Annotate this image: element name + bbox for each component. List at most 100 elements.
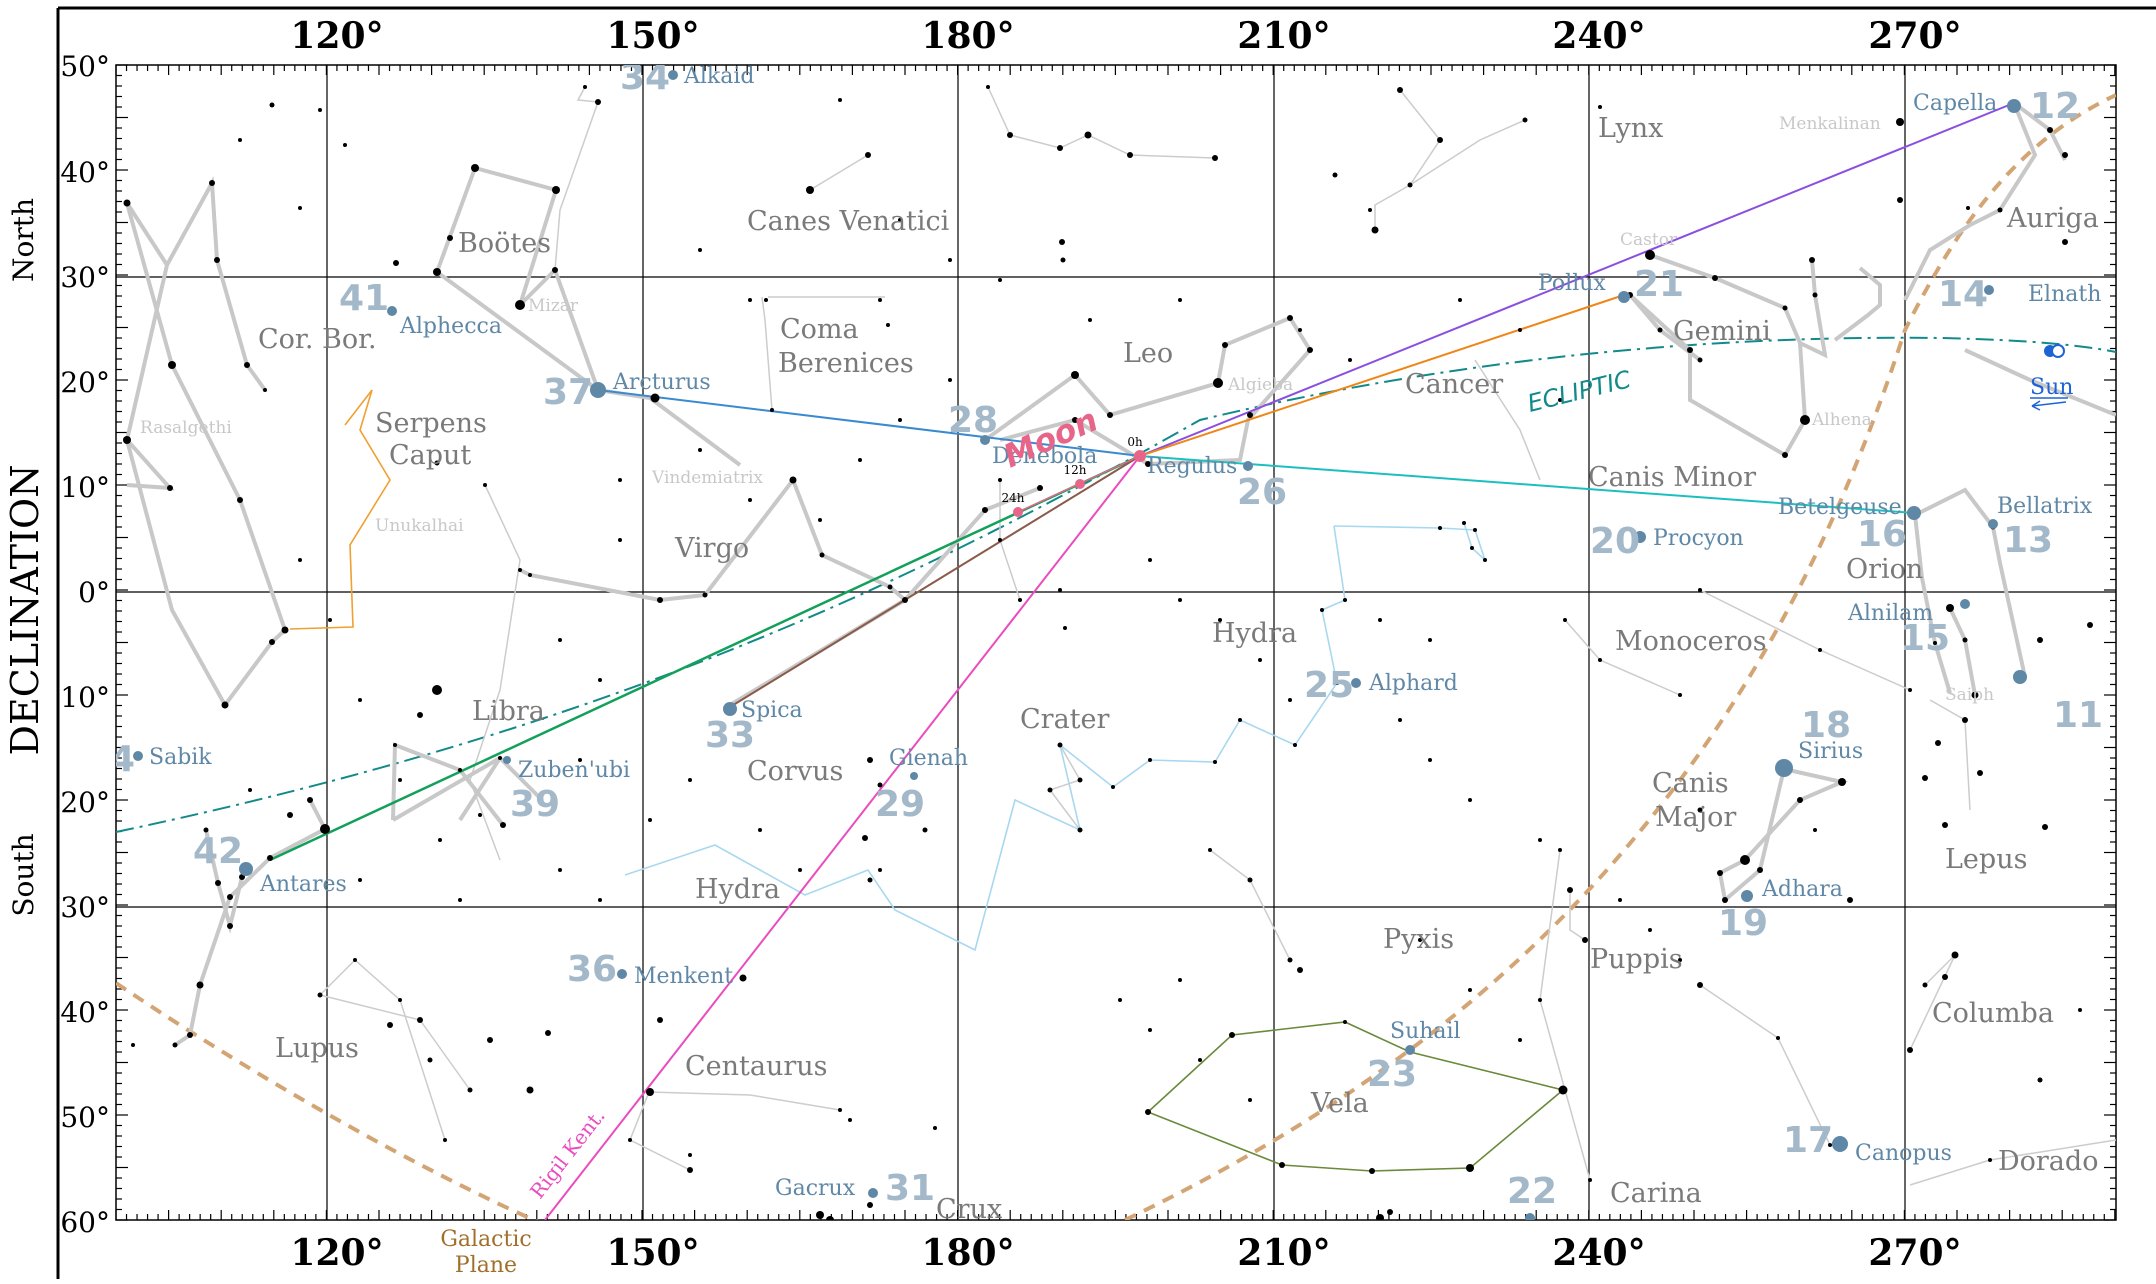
- star-name-alkaid: Alkaid: [683, 64, 755, 89]
- constellation-name: Centaurus: [685, 1051, 828, 1082]
- star: [447, 235, 453, 241]
- betelgeuse-line: [1139, 455, 1915, 514]
- star-number-antares: 42: [193, 831, 243, 872]
- dec-label: 20°: [60, 366, 110, 399]
- star-zubenubi[interactable]: [503, 756, 511, 764]
- star: [1071, 371, 1079, 379]
- star-pollux[interactable]: [1618, 291, 1630, 303]
- star-denebola[interactable]: [980, 435, 990, 445]
- plot-area: Boötes Canes Venatici Coma Berenices Cor…: [116, 64, 2116, 1223]
- scorpius-figure: [204, 829, 244, 934]
- constellation-name: Serpens: [375, 408, 487, 439]
- star-sabik[interactable]: [133, 751, 143, 761]
- star: [1922, 982, 1928, 988]
- star: [227, 894, 233, 900]
- star-adhara[interactable]: [1741, 890, 1753, 902]
- star-number-elnath: 14: [1938, 274, 1988, 315]
- star-sirius[interactable]: [1775, 759, 1793, 777]
- star-alnilam[interactable]: [1960, 599, 1970, 609]
- star: [1618, 898, 1622, 902]
- star: [1077, 777, 1083, 783]
- star: [1558, 1085, 1568, 1095]
- star-elnath[interactable]: [1984, 285, 1994, 295]
- star: [131, 1043, 135, 1047]
- star-name-saiph: Saiph: [1945, 685, 1994, 705]
- star: [865, 152, 871, 158]
- star-number-adhara: 19: [1718, 903, 1768, 944]
- star-arcturus[interactable]: [590, 382, 606, 398]
- star: [209, 180, 215, 186]
- star-name-spica: Spica: [741, 698, 803, 723]
- dec-label: 10°: [60, 471, 110, 504]
- star-regulus[interactable]: [1243, 461, 1253, 471]
- star-antares[interactable]: [239, 862, 253, 876]
- constellation-line: [629, 1091, 691, 1171]
- star: [1148, 758, 1152, 762]
- star: [998, 538, 1002, 542]
- star-capella[interactable]: [2007, 99, 2021, 113]
- star-alphard[interactable]: [1351, 678, 1361, 688]
- star: [819, 552, 825, 558]
- star: [688, 1153, 692, 1157]
- star-gienah[interactable]: [910, 772, 918, 780]
- star: [1518, 328, 1522, 332]
- star-spica[interactable]: [723, 702, 737, 716]
- constellation-line: [1048, 744, 1082, 831]
- ecliptic-line: [116, 336, 2116, 833]
- star: [770, 408, 774, 412]
- star: [2078, 1008, 2082, 1012]
- star-avior[interactable]: [1525, 1213, 1535, 1223]
- star: [1378, 618, 1382, 622]
- star-menkent[interactable]: [617, 969, 627, 979]
- star: [1368, 208, 1372, 212]
- star-gacrux[interactable]: [868, 1188, 878, 1198]
- star-name-regulus: Regulus: [1147, 454, 1237, 479]
- star: [1057, 145, 1063, 151]
- star: [1057, 742, 1063, 748]
- star: [657, 1017, 663, 1023]
- star: [1293, 743, 1297, 747]
- constellation-name: Coma: [780, 314, 859, 345]
- star: [1966, 206, 1970, 210]
- galactic-plane-curve: [116, 981, 539, 1220]
- sun-label: Sun: [2030, 375, 2073, 400]
- star-procyon[interactable]: [1634, 531, 1646, 543]
- star-bellatrix[interactable]: [1988, 519, 1998, 529]
- star: [215, 880, 221, 886]
- hydra-line: [1333, 522, 1486, 561]
- star: [2037, 1077, 2043, 1083]
- star: [244, 362, 250, 368]
- star-name-alphecca: Alphecca: [399, 314, 502, 339]
- constellation-name: Pyxis: [1383, 924, 1454, 955]
- star: [237, 497, 243, 503]
- star-betelgeuse[interactable]: [1907, 506, 1921, 520]
- star-name-zubenubi: Zuben'ubi: [518, 758, 630, 783]
- star-alkaid[interactable]: [668, 70, 678, 80]
- star: [221, 701, 229, 709]
- star: [1297, 967, 1303, 973]
- star: [583, 85, 587, 89]
- star: [1148, 558, 1152, 562]
- star: [1897, 197, 1903, 203]
- star-alphecca[interactable]: [387, 306, 397, 316]
- star-canopus[interactable]: [1832, 1136, 1848, 1152]
- star: [1977, 770, 1983, 776]
- star: [203, 827, 209, 833]
- dec-label: 30°: [60, 261, 110, 294]
- star: [214, 257, 220, 263]
- ra-label-top: 120°: [290, 15, 383, 57]
- bootes-figure: [597, 388, 742, 467]
- libra-figure: [458, 756, 502, 822]
- star: [806, 186, 814, 194]
- star: [748, 498, 752, 502]
- star-suhail[interactable]: [1405, 1045, 1415, 1055]
- star: [500, 822, 506, 828]
- star-rigel[interactable]: [2013, 670, 2027, 684]
- star: [1598, 105, 1602, 109]
- star: [1335, 681, 1339, 685]
- constellation-name: Vela: [1310, 1088, 1369, 1119]
- star: [1588, 1178, 1592, 1182]
- star: [2087, 622, 2093, 628]
